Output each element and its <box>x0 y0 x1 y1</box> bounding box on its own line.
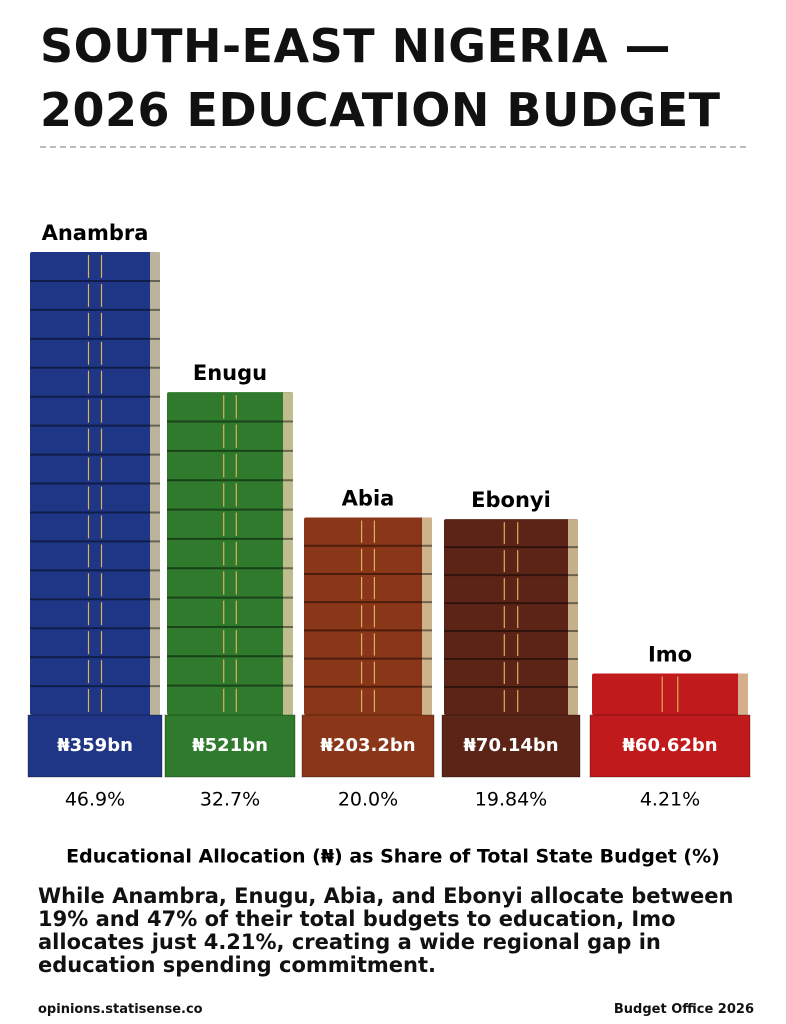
allocation-label: ₦70.14bn <box>463 735 558 756</box>
book-pages <box>738 673 748 715</box>
pedestal <box>27 714 163 778</box>
bar <box>444 519 578 715</box>
pedestal <box>301 714 435 778</box>
value-label: 19.84% <box>475 789 547 811</box>
description: While Anambra, Enugu, Abia, and Ebonyi a… <box>38 884 734 977</box>
category-label: Enugu <box>193 361 267 385</box>
book-pages <box>568 519 578 715</box>
allocation-label: ₦359bn <box>57 735 133 756</box>
pedestal <box>164 714 296 778</box>
value-label: 4.21% <box>640 789 700 811</box>
allocation-label: ₦521bn <box>192 735 268 756</box>
value-label: 20.0% <box>338 789 398 811</box>
footer-source: opinions.statisense.co <box>38 1002 203 1017</box>
value-label: 32.7% <box>200 789 260 811</box>
category-label: Anambra <box>42 221 149 245</box>
pedestal <box>441 714 581 778</box>
category-label: Imo <box>648 642 692 666</box>
category-label: Ebonyi <box>471 488 551 512</box>
x-axis-label: Educational Allocation (₦) as Share of T… <box>66 846 720 868</box>
value-label: 46.9% <box>65 789 125 811</box>
divider <box>40 146 746 148</box>
allocation-label: ₦203.2bn <box>320 735 415 756</box>
category-label: Abia <box>342 487 395 511</box>
pedestal <box>589 714 751 778</box>
book-pages <box>422 517 432 715</box>
bar <box>30 252 160 715</box>
bar <box>592 673 748 715</box>
title: SOUTH-EAST NIGERIA — 2026 EDUCATION BUDG… <box>40 19 721 137</box>
bar <box>304 517 432 715</box>
book-pages <box>283 392 293 715</box>
bar <box>167 392 293 715</box>
book-pages <box>150 252 160 715</box>
allocation-label: ₦60.62bn <box>622 735 717 756</box>
footer-credit: Budget Office 2026 <box>613 1002 754 1017</box>
